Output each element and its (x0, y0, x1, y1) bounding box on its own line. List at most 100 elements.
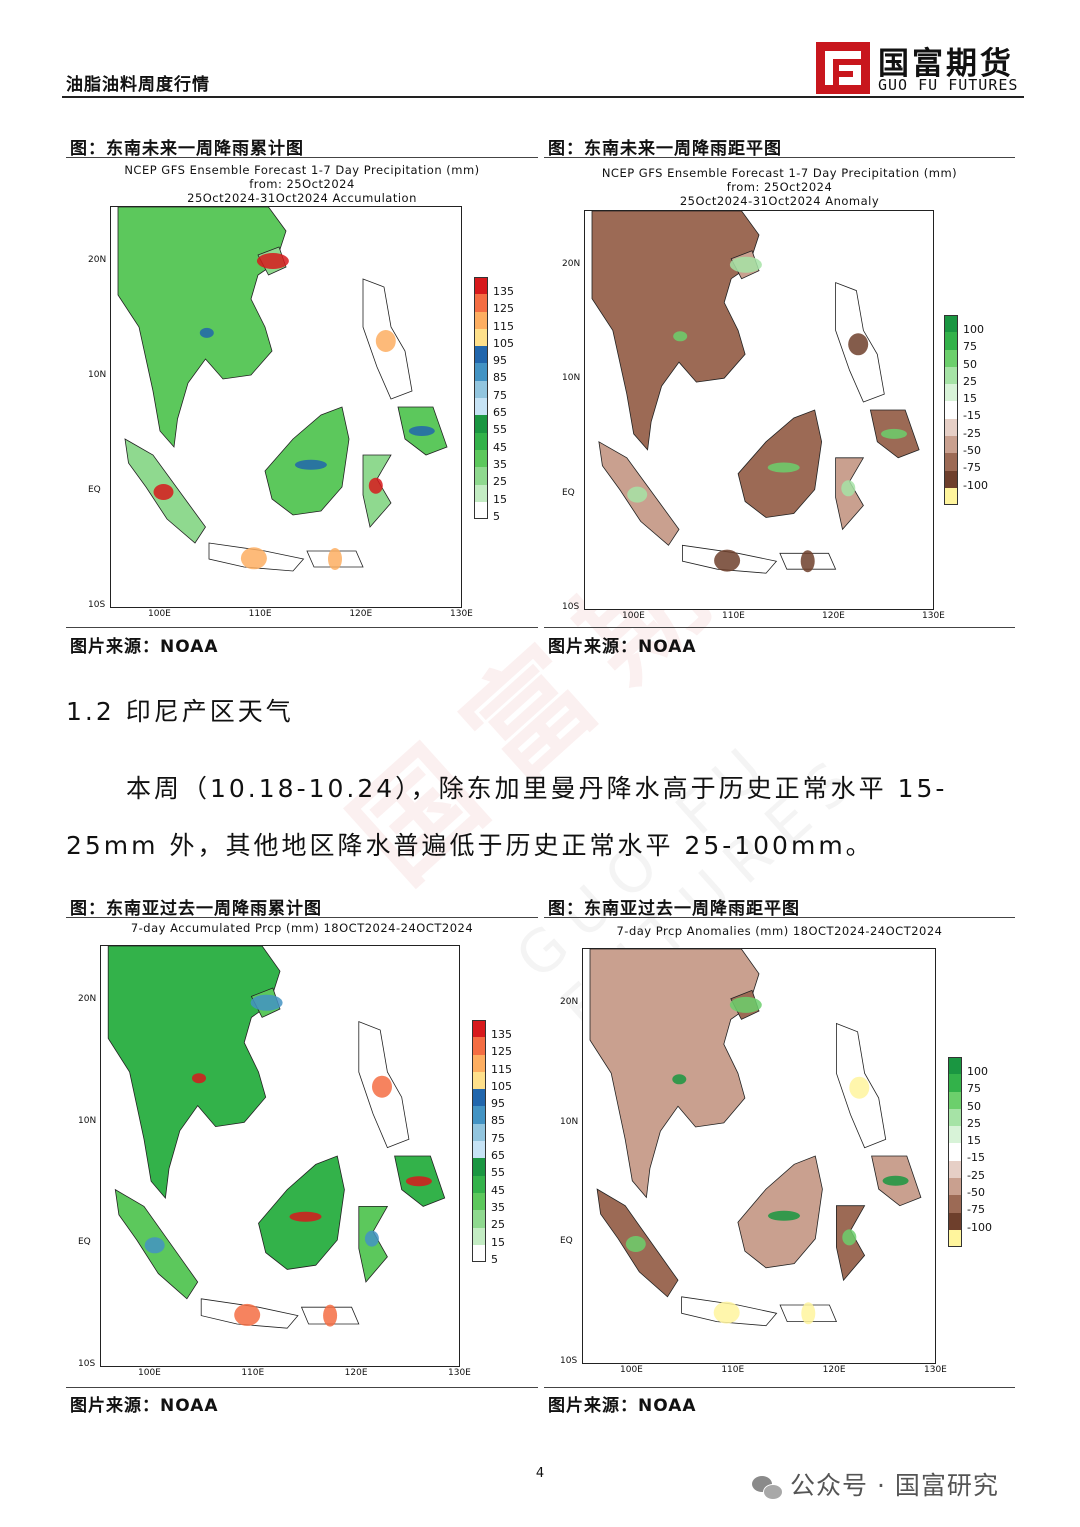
legend-swatch (944, 418, 958, 437)
figure-3-caption: 图：东南亚过去一周降雨累计图 (70, 899, 322, 919)
legend-label: 25 (967, 1116, 981, 1130)
precip-patch (153, 484, 174, 500)
legend-label: -50 (967, 1186, 985, 1200)
legend-label: 35 (491, 1200, 505, 1214)
legend-label: -75 (963, 461, 981, 475)
legend-swatch (948, 1212, 962, 1230)
legend-label: 15 (491, 1235, 505, 1249)
figure-4-source: 图片来源：NOAA (548, 1396, 697, 1416)
precip-patch (250, 994, 283, 1011)
precip-patch (294, 459, 327, 470)
legend-swatch (944, 453, 958, 471)
figure-4-caption-rule (544, 917, 1015, 918)
precip-patch (673, 331, 688, 342)
legend-label: 125 (493, 302, 514, 316)
y-tick-label: 10S (560, 1356, 578, 1366)
legend-label: 115 (493, 319, 514, 333)
y-tick-label: 10S (562, 602, 580, 612)
legend-label: 25 (491, 1218, 505, 1232)
legend-label: 135 (493, 285, 514, 298)
legend-swatch (472, 1123, 486, 1142)
legend-swatch (472, 1192, 486, 1211)
map-canvas (101, 946, 459, 1366)
legend-swatch (948, 1229, 962, 1248)
map-title: NCEP GFS Ensemble Forecast 1-7 Day Preci… (544, 166, 1015, 208)
legend-swatch (474, 484, 488, 502)
map-title-line: 25Oct2024-31Oct2024 Anomaly (679, 194, 880, 208)
legend-swatch (474, 380, 488, 399)
legend-label: 25 (493, 475, 507, 489)
footer-brand: 公众号 · 国富研究 (752, 1466, 999, 1502)
legend-label: 45 (493, 440, 507, 454)
precip-patch (768, 1210, 800, 1221)
precip-patch (368, 477, 383, 494)
legend-label: -100 (967, 1220, 992, 1234)
legend-swatch (472, 1141, 486, 1159)
x-tick-label: 100E (620, 1365, 643, 1375)
legend-swatch (472, 1037, 486, 1055)
y-tick-label: 20N (562, 259, 581, 269)
precipitation-map (110, 206, 462, 608)
legend-label: 65 (493, 406, 507, 420)
logo-mark-icon (816, 42, 870, 94)
precip-patch (199, 327, 214, 338)
header-divider (62, 96, 1024, 98)
precip-patch (848, 333, 869, 356)
legend-label: 105 (491, 1079, 512, 1093)
precip-patch (672, 1074, 687, 1085)
y-tick-label: 10N (562, 373, 581, 384)
y-tick-label: 10N (88, 370, 107, 380)
figure-2-source: 图片来源：NOAA (548, 637, 697, 657)
x-tick-label: 100E (622, 611, 645, 621)
y-tick-label: 10S (88, 600, 106, 610)
x-tick-label: 100E (138, 1368, 161, 1378)
legend-label: 25 (963, 374, 977, 388)
y-tick-label: EQ (88, 485, 101, 495)
figure-3-caption-rule (66, 917, 538, 918)
x-tick-label: 100E (148, 609, 171, 619)
precip-patch (729, 256, 762, 273)
legend-label: 85 (491, 1114, 505, 1128)
legend-swatch (474, 449, 488, 468)
map-canvas (583, 949, 935, 1363)
legend-swatch (944, 366, 958, 385)
legend-label: -100 (963, 478, 988, 492)
legend-label: -25 (963, 426, 981, 440)
x-tick-label: 130E (450, 609, 473, 619)
legend-label: -15 (967, 1151, 985, 1165)
legend-swatch (948, 1160, 962, 1179)
precip-patch (801, 1302, 816, 1325)
legend-swatch (472, 1054, 486, 1072)
y-tick-label: 10N (560, 1116, 579, 1127)
legend-label: 100 (967, 1065, 988, 1078)
legend-swatch (474, 501, 488, 520)
legend-label: 55 (491, 1166, 505, 1180)
x-tick-label: 120E (349, 609, 373, 619)
x-tick-label: 120E (822, 611, 845, 621)
legend-swatch (948, 1057, 962, 1075)
legend-label: 5 (493, 509, 500, 523)
legend-swatch (474, 467, 488, 485)
precip-patch (323, 1304, 338, 1327)
legend-swatch (474, 432, 488, 450)
legend-swatch (472, 1175, 486, 1193)
precip-patch (144, 1237, 165, 1254)
figure-1-caption-rule (66, 157, 538, 158)
figure-4-caption: 图：东南亚过去一周降雨距平图 (548, 899, 800, 919)
section-paragraph: 本周（10.18-10.24），除东加里曼丹降水高于历史正常水平 15-25mm… (66, 774, 948, 860)
precipitation-map (582, 948, 936, 1364)
legend-swatch (472, 1244, 486, 1263)
map-title-line: 25Oct2024-31Oct2024 Accumulation (187, 191, 417, 205)
map-title: 7-day Accumulated Prcp (mm) 18OCT2024-24… (66, 921, 538, 935)
y-tick-label: EQ (562, 487, 575, 498)
precip-patch (328, 548, 342, 570)
legend-label: 75 (493, 388, 507, 402)
x-tick-label: 110E (721, 1365, 745, 1375)
map-title-line: NCEP GFS Ensemble Forecast 1-7 Day Preci… (601, 166, 958, 180)
figure-3-source: 图片来源：NOAA (70, 1396, 219, 1416)
figure-1-caption: 图：东南未来一周降雨累计图 (70, 139, 304, 159)
map-canvas (111, 207, 461, 607)
legend-swatch (948, 1178, 962, 1196)
map-title: 7-day Prcp Anomalies (mm) 18OCT2024-24OC… (544, 924, 1015, 938)
precip-patch (767, 462, 800, 473)
